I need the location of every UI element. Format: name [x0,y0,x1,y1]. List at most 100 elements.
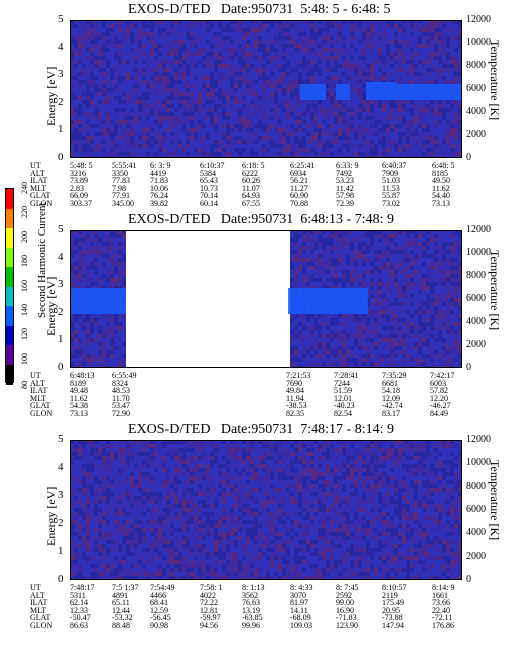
spectrogram-cell [226,20,230,24]
colorbar-tick: 240 [20,182,29,194]
spectrogram-cell [114,346,118,350]
spectrogram-cell [322,350,326,354]
spectrogram-cell [290,120,294,124]
spectrogram-cell [238,28,242,32]
spectrogram-cell [342,318,346,322]
spectrogram-cell [110,56,114,60]
spectrogram-cell [94,350,98,354]
spectrogram-cell [94,72,98,76]
spectrogram-cell [250,148,254,152]
spectrogram-cell [98,148,102,152]
spectrogram-cell [242,156,246,158]
spectrogram-cell [354,116,358,120]
spectrogram-cell [390,36,394,40]
spectrogram-cell [362,128,366,132]
spectrogram-cell [310,20,314,24]
spectrogram-cell [350,120,354,124]
spectrogram-cell [150,52,154,56]
spectrogram-cell [286,52,290,56]
spectrogram-cell [326,108,330,112]
spectrogram-cell [386,250,390,254]
spectrogram-cell [106,116,110,120]
spectrogram-cell [338,230,342,234]
spectrogram-cell [106,258,110,262]
spectrogram-cell [194,68,198,72]
spectrogram-cell [278,60,282,64]
spectrogram-cell [122,100,126,104]
spectrogram-cell [106,326,110,330]
spectrogram-cell [82,36,86,40]
spectrogram-cell [202,152,206,156]
spectrogram-cell [122,318,126,322]
spectrogram-cell [118,144,122,148]
spectrogram-cell [314,60,318,64]
spectrogram-cell [326,250,330,254]
spectrogram-cell [438,48,442,52]
spectrogram-cell [70,338,74,342]
spectrogram-cell [302,140,306,144]
spectrogram-cell [134,88,138,92]
spectrogram-cell [82,28,86,32]
spectrogram-cell [410,144,414,148]
spectrogram-cell [434,64,438,68]
spectrogram-cell [86,120,90,124]
spectrogram-cell [114,254,118,258]
spectrogram-cell [450,140,454,144]
spectrogram-cell [94,282,98,286]
spectrogram-cell [294,48,298,52]
spectrogram-cell [162,80,166,84]
spectrogram-cell [394,346,398,350]
spectrogram-cell [246,108,250,112]
spectrogram-cell [386,334,390,338]
spectrogram-cell [74,24,78,28]
spectrogram-cell [98,60,102,64]
spectrogram-cell [242,76,246,80]
spectrogram-cell [410,100,414,104]
spectrogram-cell [70,140,74,144]
spectrogram-cell [298,278,302,282]
spectrogram-cell [366,254,370,258]
spectrogram-cell [158,36,162,40]
spectrogram-cell [354,318,358,322]
spectrogram-cell [354,350,358,354]
spectrogram-cell [306,44,310,48]
spectrogram-cell [126,136,130,140]
spectrogram-cell [98,128,102,132]
spectrogram-cell [354,120,358,124]
spectrogram-cell [190,156,194,158]
spectrogram-cell [70,44,74,48]
spectrogram-cell [278,44,282,48]
spectrogram-cell [258,136,262,140]
spectrogram-cell [358,116,362,120]
spectrogram-cell [102,112,106,116]
spectrogram-cell [218,32,222,36]
spectrogram-cell [78,242,82,246]
spectrogram-cell [186,144,190,148]
spectrogram-cell [138,152,142,156]
spectrogram-cell [230,120,234,124]
spectrogram-cell [314,152,318,156]
spectrogram-cell [390,230,394,234]
spectrogram-cell [78,36,82,40]
spectrogram-cell [374,28,378,32]
spectrogram-cell [170,144,174,148]
spectrogram-cell [394,108,398,112]
spectrogram-cell [330,350,334,354]
spectrogram-cell [366,72,370,76]
spectrogram-cell [94,242,98,246]
spectrogram-cell [446,144,450,148]
spectrogram-cell [74,282,78,286]
spectrogram-cell [118,116,122,120]
spectrogram-cell [118,96,122,100]
spectrogram-cell [374,48,378,52]
spectrogram-cell [326,322,330,326]
spectrogram-cell [270,76,274,80]
spectrogram-cell [86,32,90,36]
spectrogram-cell [406,152,410,156]
spectrogram-cell [394,266,398,270]
spectrogram-cell [326,366,330,368]
spectrogram-cell [402,128,406,132]
spectrogram-cell [398,302,402,306]
spectrogram-cell [302,230,306,234]
orbit-cell: 60.26 [242,176,260,185]
